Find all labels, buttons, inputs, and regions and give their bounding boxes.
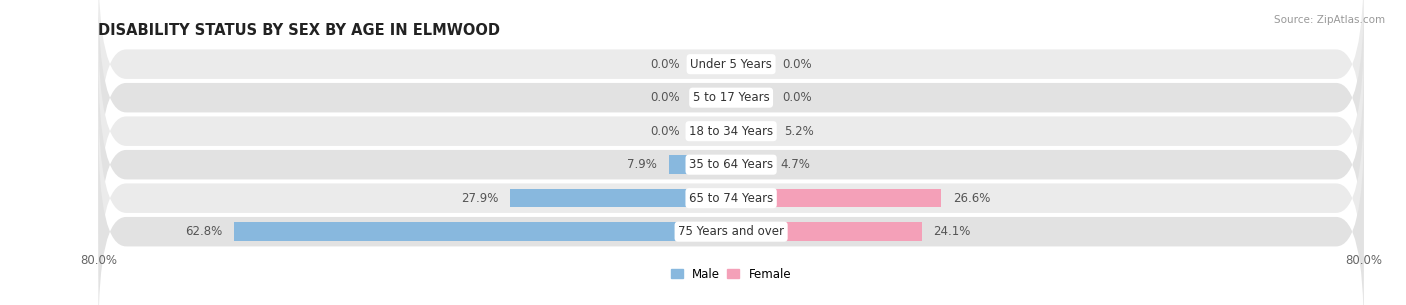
Bar (235, 222, 731, 241)
Bar (510, 189, 731, 207)
Text: DISABILITY STATUS BY SEX BY AGE IN ELMWOOD: DISABILITY STATUS BY SEX BY AGE IN ELMWO… (98, 23, 501, 38)
FancyBboxPatch shape (98, 29, 1364, 234)
FancyBboxPatch shape (98, 129, 1364, 305)
Text: 0.0%: 0.0% (783, 91, 813, 104)
Bar (731, 222, 922, 241)
Text: 0.0%: 0.0% (783, 58, 813, 71)
Bar (692, 122, 731, 140)
Text: 5.2%: 5.2% (785, 125, 814, 138)
FancyBboxPatch shape (98, 0, 1364, 167)
Text: 35 to 64 Years: 35 to 64 Years (689, 158, 773, 171)
Bar (731, 156, 768, 174)
Text: 4.7%: 4.7% (780, 158, 810, 171)
FancyBboxPatch shape (98, 96, 1364, 301)
Bar (731, 88, 770, 107)
Bar (692, 88, 731, 107)
Text: Under 5 Years: Under 5 Years (690, 58, 772, 71)
Bar (692, 55, 731, 74)
Text: 0.0%: 0.0% (650, 125, 679, 138)
Text: 18 to 34 Years: 18 to 34 Years (689, 125, 773, 138)
Bar (731, 122, 772, 140)
Text: 24.1%: 24.1% (934, 225, 972, 238)
FancyBboxPatch shape (98, 62, 1364, 267)
Text: 0.0%: 0.0% (650, 58, 679, 71)
FancyBboxPatch shape (98, 0, 1364, 200)
Text: 26.6%: 26.6% (953, 192, 991, 205)
Text: 0.0%: 0.0% (650, 91, 679, 104)
Text: Source: ZipAtlas.com: Source: ZipAtlas.com (1274, 15, 1385, 25)
Text: 7.9%: 7.9% (627, 158, 657, 171)
Legend: Male, Female: Male, Female (671, 268, 792, 281)
Text: 65 to 74 Years: 65 to 74 Years (689, 192, 773, 205)
Text: 5 to 17 Years: 5 to 17 Years (693, 91, 769, 104)
Text: 62.8%: 62.8% (186, 225, 222, 238)
Bar (731, 55, 770, 74)
Bar (669, 156, 731, 174)
Text: 75 Years and over: 75 Years and over (678, 225, 785, 238)
Bar (731, 189, 942, 207)
Text: 27.9%: 27.9% (461, 192, 499, 205)
